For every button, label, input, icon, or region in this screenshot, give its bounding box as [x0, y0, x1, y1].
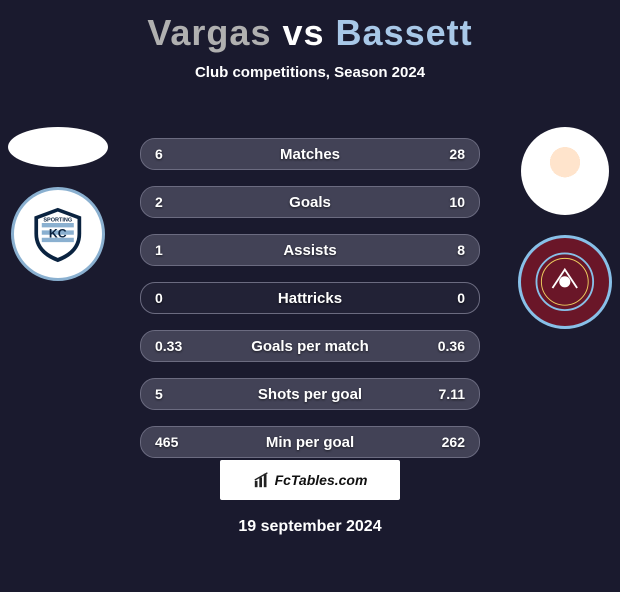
player2-headshot [521, 127, 609, 215]
title-player2: Bassett [336, 12, 473, 53]
right-column [518, 127, 612, 329]
stat-label: Assists [141, 242, 479, 259]
stat-label: Hattricks [141, 290, 479, 307]
stat-label: Goals per match [141, 338, 479, 355]
stats-table: 6Matches28 2Goals10 1Assists8 0Hattricks0 0.… [140, 138, 480, 474]
stat-row: 0Hattricks0 [140, 282, 480, 314]
stat-row: 1Assists8 [140, 234, 480, 266]
stat-row: 0.33Goals per match0.36 [140, 330, 480, 362]
stat-value-right: 0.36 [438, 338, 465, 354]
title-player1: Vargas [147, 12, 271, 53]
title-vs: vs [282, 12, 324, 53]
stat-value-right: 7.11 [439, 386, 465, 402]
svg-text:KC: KC [49, 227, 67, 241]
footer-date: 19 september 2024 [0, 518, 620, 536]
stat-value-right: 262 [442, 434, 465, 450]
stat-row: 6Matches28 [140, 138, 480, 170]
stat-label: Shots per goal [141, 386, 479, 403]
stat-value-right: 10 [449, 194, 465, 210]
svg-text:SPORTING: SPORTING [44, 218, 73, 224]
subtitle: Club competitions, Season 2024 [0, 64, 620, 81]
player1-club-badge: SPORTING KC [11, 187, 105, 281]
stat-label: Min per goal [141, 434, 479, 451]
site-badge: FcTables.com [220, 460, 400, 500]
stat-row: 5Shots per goal7.11 [140, 378, 480, 410]
stat-label: Goals [141, 194, 479, 211]
site-label: FcTables.com [275, 472, 368, 488]
player2-club-badge [518, 235, 612, 329]
left-column: SPORTING KC [8, 127, 108, 281]
stat-row: 465Min per goal262 [140, 426, 480, 458]
stat-label: Matches [141, 146, 479, 163]
stat-value-right: 28 [449, 146, 465, 162]
comparison-title: Vargas vs Bassett [0, 12, 620, 54]
stat-value-right: 8 [457, 242, 465, 258]
stat-value-right: 0 [457, 290, 465, 306]
stat-row: 2Goals10 [140, 186, 480, 218]
player1-headshot [8, 127, 108, 167]
